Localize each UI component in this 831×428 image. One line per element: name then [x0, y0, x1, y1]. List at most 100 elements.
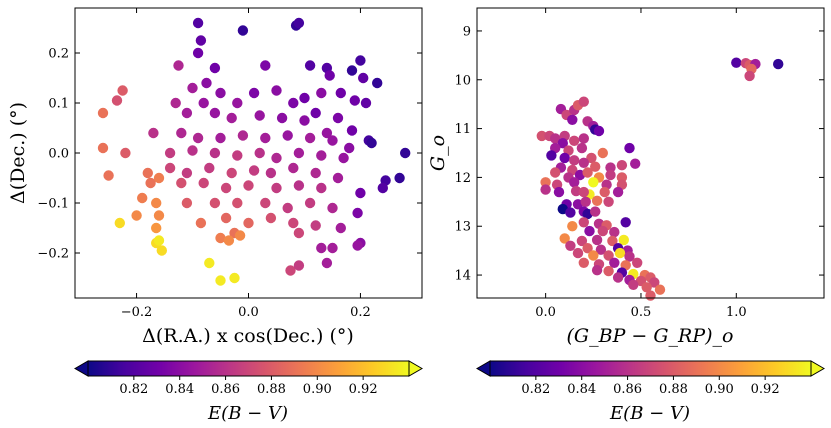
sky-ytick-label-4: 0.2: [48, 47, 69, 62]
cmd-point-108: [628, 279, 639, 290]
sky-point-47: [192, 132, 204, 144]
sky-point-67: [103, 170, 114, 181]
sky-point-51: [282, 130, 293, 141]
sky-point-79: [394, 172, 405, 184]
sky-point-61: [254, 147, 265, 159]
sky-point-17: [97, 107, 109, 119]
sky-point-93: [181, 197, 193, 209]
sky-point-21: [170, 97, 181, 109]
sky-point-35: [181, 107, 193, 119]
cmd-point-6: [773, 58, 784, 70]
cmd-point-36: [590, 161, 601, 172]
sky-point-44: [366, 137, 377, 149]
sky-point-95: [232, 197, 243, 209]
colorbar-left-tick-label-1: 0.84: [165, 382, 194, 397]
cmd-ytick-label-5: 14: [454, 269, 471, 284]
cmd-point-43: [582, 167, 593, 178]
sky-point-57: [164, 147, 176, 159]
sky-point-8: [304, 60, 316, 71]
sky-point-65: [338, 152, 349, 164]
sky-point-125: [285, 265, 296, 276]
sky-point-40: [299, 115, 310, 126]
sky-xlabel-text: Δ(R.A.) x cos(Dec.) (°): [142, 325, 354, 347]
colorbar-left: 0.82 0.84 0.86 0.88 0.90 0.92: [73, 360, 424, 397]
cmd-point-26: [576, 142, 588, 154]
cmd-point-62: [580, 196, 591, 207]
sky-point-48: [215, 132, 226, 144]
sky-point-82: [176, 177, 187, 189]
sky-point-10: [346, 65, 358, 76]
sky-point-36: [209, 107, 221, 119]
colorbar-left-tick-label-5: 0.92: [349, 382, 378, 397]
cmd-point-63: [591, 195, 603, 206]
sky-point-111: [114, 217, 126, 229]
sky-point-12: [324, 70, 335, 81]
colorbar-right-tick-label-1: 0.84: [567, 382, 596, 397]
sky-point-72: [226, 167, 237, 179]
cmd-ytick-label-2: 11: [454, 122, 471, 137]
sky-ytick-label-2: 0.0: [48, 147, 69, 162]
colorbar-left-tick-label-2: 0.86: [211, 382, 240, 397]
colorbar-left-tick-label-3: 0.88: [257, 382, 286, 397]
cmd-ytick-label-1: 10: [454, 73, 471, 88]
sky-point-92: [151, 197, 162, 209]
colorbar-right-bar: [489, 360, 812, 377]
sky-point-113: [215, 232, 226, 244]
sky-xtick-label-1: 0.0: [238, 305, 259, 320]
sky-scatter-xlabel: Δ(R.A.) x cos(Dec.) (°): [142, 325, 354, 347]
colorbar-left-tick-label-4: 0.90: [303, 382, 332, 397]
sky-point-50: [260, 132, 271, 144]
sky-point-22: [198, 97, 209, 109]
cmd-point-98: [591, 265, 603, 276]
sky-point-80: [145, 177, 156, 189]
cmd-scatter-points: [536, 57, 784, 301]
sky-point-108: [335, 222, 346, 234]
sky-point-83: [198, 177, 209, 189]
sky-point-116: [293, 227, 305, 239]
cmd-point-27: [546, 150, 557, 161]
sky-point-94: [209, 197, 221, 209]
colorbar-left-label: E(B − V): [207, 403, 288, 424]
cmd-point-90: [603, 250, 614, 261]
sky-point-85: [243, 180, 254, 191]
cmd-ytick-label-4: 13: [454, 220, 471, 235]
sky-point-13: [358, 72, 369, 84]
cmd-point-76: [597, 225, 608, 237]
sky-point-53: [327, 135, 338, 146]
cmd-point-82: [618, 234, 629, 246]
cmd-point-38: [616, 160, 628, 171]
cmd-point-11: [578, 96, 589, 107]
sky-point-46: [176, 127, 187, 139]
colorbar-right-extend-low: [475, 360, 491, 377]
sky-point-119: [327, 242, 338, 254]
sky-point-97: [282, 202, 293, 214]
cmd-point-74: [567, 221, 578, 232]
sky-point-1: [237, 25, 249, 36]
cmd-point-22: [578, 133, 589, 144]
sky-point-9: [355, 55, 366, 66]
sky-point-41: [321, 127, 333, 139]
sky-point-118: [352, 240, 363, 251]
sky-point-54: [344, 142, 355, 154]
sky-point-37: [226, 112, 237, 124]
sky-xtick-label-0: −0.2: [121, 305, 153, 320]
sky-point-7: [260, 60, 271, 71]
cmd-point-53: [540, 184, 551, 195]
cmd-point-30: [586, 152, 597, 164]
sky-point-76: [310, 167, 321, 179]
sky-xtick-label-2: 0.2: [350, 305, 371, 320]
colorbar-left-bar: [87, 360, 410, 377]
cmd-point-59: [612, 186, 624, 198]
cmd-point-32: [624, 142, 635, 154]
sky-point-120: [316, 242, 327, 254]
sky-point-103: [220, 212, 232, 224]
sky-point-123: [153, 235, 165, 246]
sky-point-127: [321, 257, 333, 269]
cmd-point-46: [616, 172, 628, 183]
sky-point-28: [299, 92, 310, 104]
cmd-xlabel-text: (G_BP − G_RP)_o: [567, 325, 734, 347]
sky-point-4: [195, 35, 207, 46]
sky-point-14: [372, 77, 383, 89]
colorbar-left-tick-label-0: 0.82: [119, 382, 148, 397]
sky-point-56: [120, 147, 131, 159]
